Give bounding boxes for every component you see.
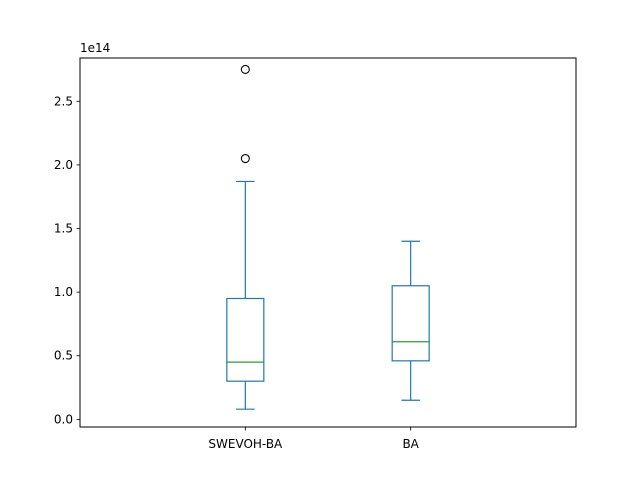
box-group: [226, 64, 265, 410]
box-group: [391, 240, 430, 401]
y-tick-label: 1.0: [54, 285, 73, 299]
x-tick-label: SWEVOH-BA: [208, 437, 283, 451]
y-axis: 0.0 0.5 1.0 1.5 2.0 2.5: [54, 94, 80, 426]
y-tick-label: 2.5: [54, 94, 73, 108]
box: [391, 285, 430, 362]
plot-frame: [79, 57, 577, 428]
x-axis: SWEVOH-BA BA: [208, 427, 420, 451]
x-tick-label: BA: [402, 437, 419, 451]
y-tick-label: 1.5: [54, 222, 73, 236]
y-tick-label: 0.5: [54, 349, 73, 363]
plot-layer: [226, 64, 430, 410]
y-tick-label: 2.0: [54, 158, 73, 172]
box: [226, 297, 265, 382]
y-tick-label: 0.0: [54, 412, 73, 426]
outlier-point: [240, 64, 250, 75]
outlier-point: [240, 153, 250, 164]
y-axis-offset-label: 1e14: [80, 41, 110, 55]
